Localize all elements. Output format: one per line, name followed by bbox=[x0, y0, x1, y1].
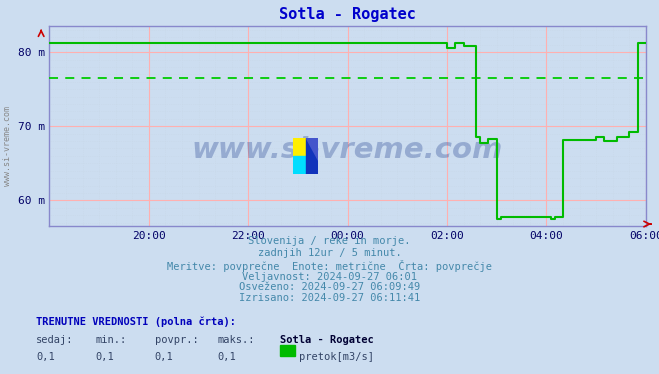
Text: min.:: min.: bbox=[96, 335, 127, 345]
Text: Izrisano: 2024-09-27 06:11:41: Izrisano: 2024-09-27 06:11:41 bbox=[239, 293, 420, 303]
Text: maks.:: maks.: bbox=[217, 335, 255, 345]
Title: Sotla - Rogatec: Sotla - Rogatec bbox=[279, 7, 416, 22]
Text: povpr.:: povpr.: bbox=[155, 335, 198, 345]
Text: Meritve: povprečne  Enote: metrične  Črta: povprečje: Meritve: povprečne Enote: metrične Črta:… bbox=[167, 260, 492, 272]
Text: pretok[m3/s]: pretok[m3/s] bbox=[299, 352, 374, 362]
Text: TRENUTNE VREDNOSTI (polna črta):: TRENUTNE VREDNOSTI (polna črta): bbox=[36, 316, 236, 327]
Bar bbox=[306, 138, 318, 174]
Bar bbox=[293, 138, 306, 156]
Text: Sotla - Rogatec: Sotla - Rogatec bbox=[280, 335, 374, 345]
Polygon shape bbox=[306, 138, 318, 160]
Text: sedaj:: sedaj: bbox=[36, 335, 74, 345]
Text: 0,1: 0,1 bbox=[155, 352, 173, 362]
Text: www.si-vreme.com: www.si-vreme.com bbox=[192, 136, 503, 164]
Text: Slovenija / reke in morje.: Slovenija / reke in morje. bbox=[248, 236, 411, 246]
Text: Veljavnost: 2024-09-27 06:01: Veljavnost: 2024-09-27 06:01 bbox=[242, 272, 417, 282]
Text: Osveženo: 2024-09-27 06:09:49: Osveženo: 2024-09-27 06:09:49 bbox=[239, 282, 420, 292]
Bar bbox=[293, 156, 306, 174]
Text: 0,1: 0,1 bbox=[217, 352, 236, 362]
Text: 0,1: 0,1 bbox=[96, 352, 114, 362]
Text: 0,1: 0,1 bbox=[36, 352, 55, 362]
Text: zadnjih 12ur / 5 minut.: zadnjih 12ur / 5 minut. bbox=[258, 248, 401, 258]
Text: www.si-vreme.com: www.si-vreme.com bbox=[3, 106, 13, 186]
